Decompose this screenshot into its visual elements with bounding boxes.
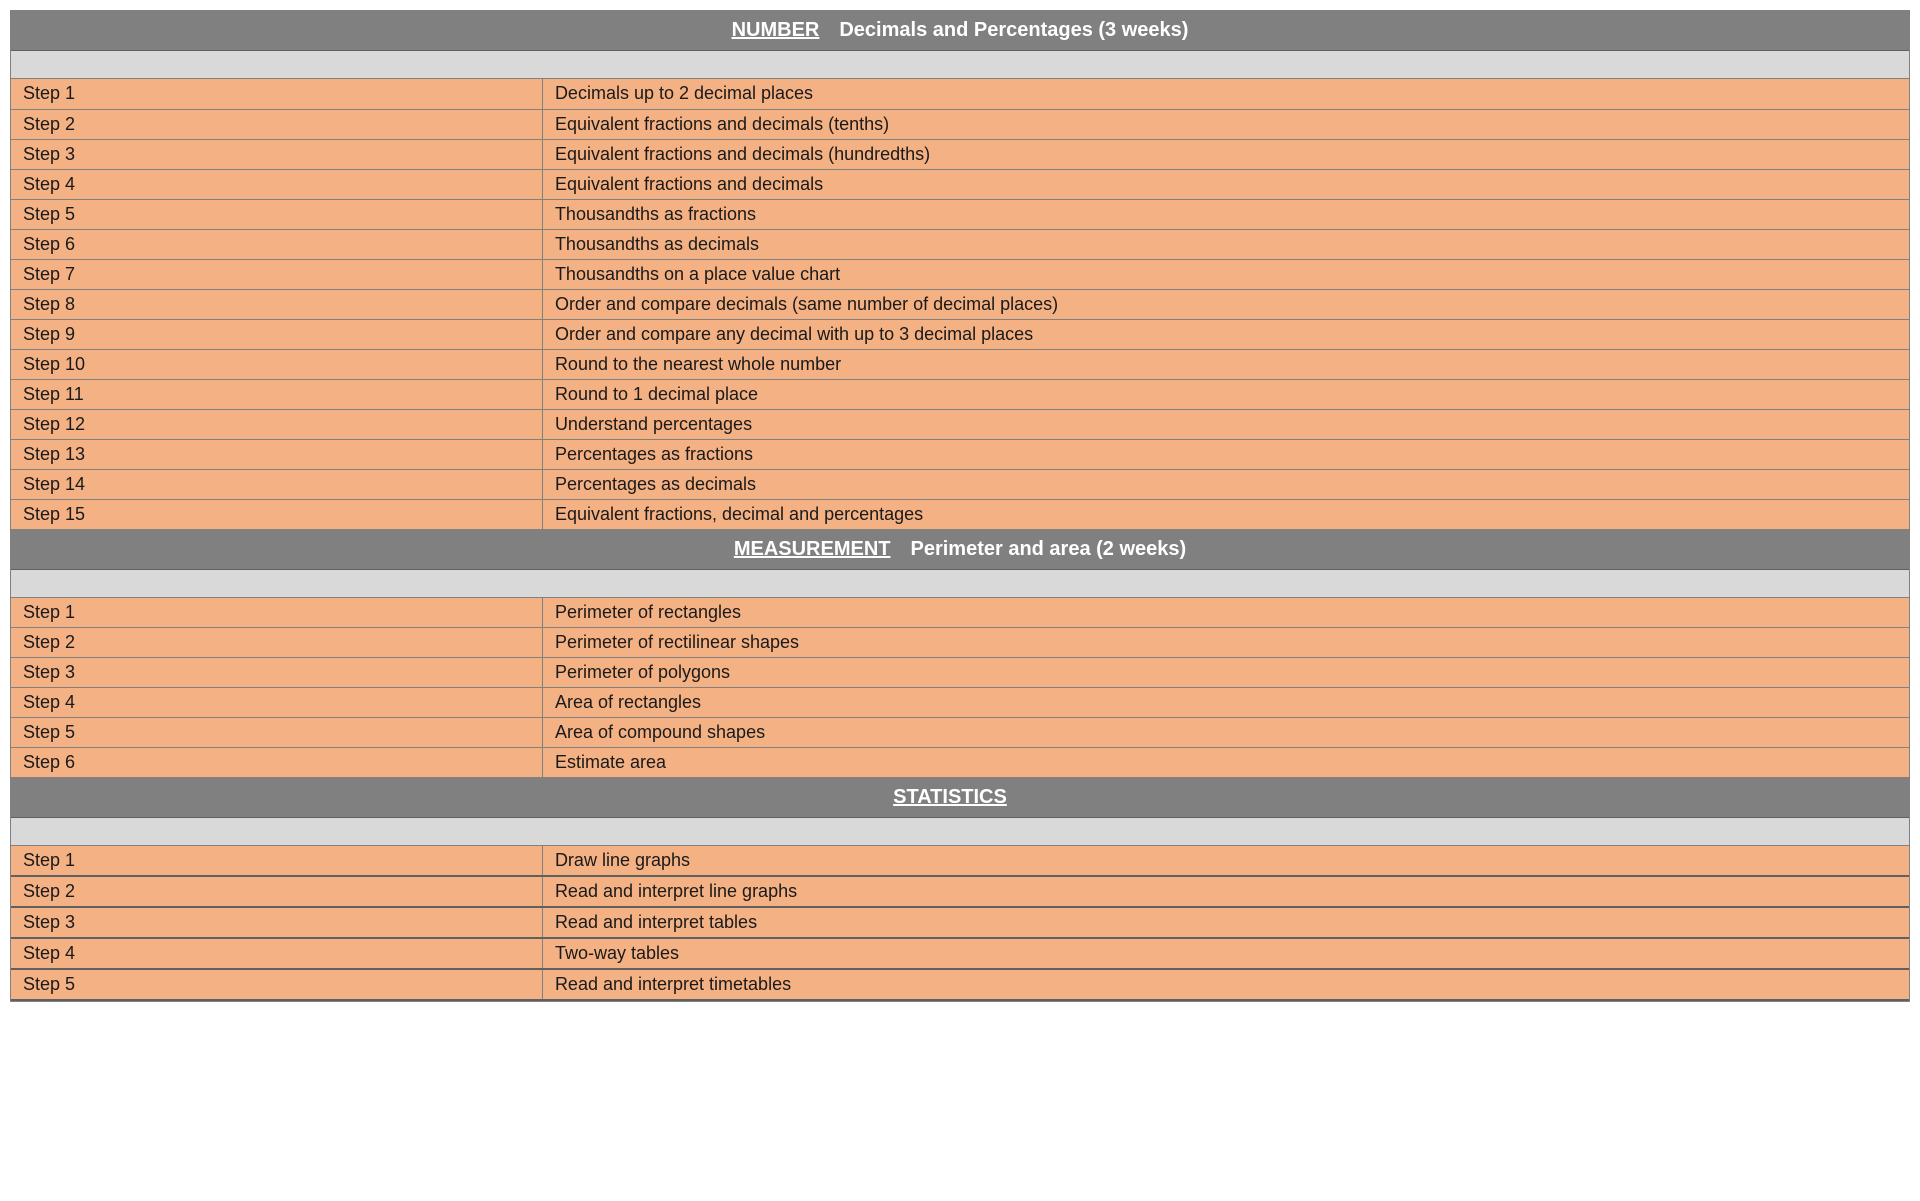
section-title: Perimeter and area (2 weeks) — [910, 538, 1186, 560]
spacer-row — [11, 818, 1909, 846]
table-row: Step 10Round to the nearest whole number — [11, 349, 1909, 379]
table-row: Step 1Draw line graphs — [11, 846, 1909, 876]
description-cell: Percentages as decimals — [542, 469, 1909, 499]
description-cell: Equivalent fractions, decimal and percen… — [542, 499, 1909, 529]
step-cell: Step 4 — [11, 169, 542, 199]
step-cell: Step 5 — [11, 199, 542, 229]
step-cell: Step 4 — [11, 938, 542, 969]
table-row: Step 5Thousandths as fractions — [11, 199, 1909, 229]
steps-table: Step 1Draw line graphsStep 2Read and int… — [11, 846, 1909, 1001]
table-row: Step 4Two-way tables — [11, 938, 1909, 969]
description-cell: Area of rectangles — [542, 688, 1909, 718]
step-cell: Step 15 — [11, 499, 542, 529]
table-row: Step 8Order and compare decimals (same n… — [11, 289, 1909, 319]
table-row: Step 13Percentages as fractions — [11, 439, 1909, 469]
table-row: Step 3Equivalent fractions and decimals … — [11, 139, 1909, 169]
table-row: Step 11Round to 1 decimal place — [11, 379, 1909, 409]
table-row: Step 2Equivalent fractions and decimals … — [11, 109, 1909, 139]
table-row: Step 9Order and compare any decimal with… — [11, 319, 1909, 349]
steps-table: Step 1Perimeter of rectanglesStep 2Perim… — [11, 598, 1909, 779]
description-cell: Order and compare any decimal with up to… — [542, 319, 1909, 349]
table-row: Step 2Read and interpret line graphs — [11, 876, 1909, 907]
description-cell: Order and compare decimals (same number … — [542, 289, 1909, 319]
table-row: Step 14Percentages as decimals — [11, 469, 1909, 499]
description-cell: Draw line graphs — [542, 846, 1909, 876]
description-cell: Read and interpret tables — [542, 907, 1909, 938]
table-row: Step 5Area of compound shapes — [11, 718, 1909, 748]
description-cell: Perimeter of polygons — [542, 658, 1909, 688]
step-cell: Step 1 — [11, 846, 542, 876]
section-header: MEASUREMENT Perimeter and area (2 weeks) — [11, 530, 1909, 570]
description-cell: Decimals up to 2 decimal places — [542, 79, 1909, 109]
step-cell: Step 2 — [11, 109, 542, 139]
section-title: Decimals and Percentages (3 weeks) — [839, 19, 1188, 41]
table-row: Step 3Read and interpret tables — [11, 907, 1909, 938]
description-cell: Two-way tables — [542, 938, 1909, 969]
step-cell: Step 1 — [11, 598, 542, 628]
step-cell: Step 14 — [11, 469, 542, 499]
table-row: Step 1Perimeter of rectangles — [11, 598, 1909, 628]
step-cell: Step 3 — [11, 139, 542, 169]
step-cell: Step 6 — [11, 748, 542, 778]
description-cell: Understand percentages — [542, 409, 1909, 439]
description-cell: Perimeter of rectilinear shapes — [542, 628, 1909, 658]
step-cell: Step 10 — [11, 349, 542, 379]
description-cell: Area of compound shapes — [542, 718, 1909, 748]
section-header: NUMBER Decimals and Percentages (3 weeks) — [11, 11, 1909, 51]
table-row: Step 1Decimals up to 2 decimal places — [11, 79, 1909, 109]
step-cell: Step 13 — [11, 439, 542, 469]
step-cell: Step 12 — [11, 409, 542, 439]
description-cell: Percentages as fractions — [542, 439, 1909, 469]
step-cell: Step 1 — [11, 79, 542, 109]
table-row: Step 2Perimeter of rectilinear shapes — [11, 628, 1909, 658]
description-cell: Thousandths as fractions — [542, 199, 1909, 229]
step-cell: Step 8 — [11, 289, 542, 319]
table-row: Step 12Understand percentages — [11, 409, 1909, 439]
section-header: STATISTICS — [11, 778, 1909, 818]
section-category: STATISTICS — [893, 786, 1007, 808]
description-cell: Read and interpret line graphs — [542, 876, 1909, 907]
step-cell: Step 3 — [11, 658, 542, 688]
step-cell: Step 9 — [11, 319, 542, 349]
curriculum-table-container: NUMBER Decimals and Percentages (3 weeks)… — [10, 10, 1910, 1002]
step-cell: Step 11 — [11, 379, 542, 409]
table-row: Step 6Estimate area — [11, 748, 1909, 778]
step-cell: Step 5 — [11, 718, 542, 748]
step-cell: Step 7 — [11, 259, 542, 289]
description-cell: Thousandths on a place value chart — [542, 259, 1909, 289]
section-category: MEASUREMENT — [734, 538, 891, 560]
table-row: Step 4Equivalent fractions and decimals — [11, 169, 1909, 199]
steps-table: Step 1Decimals up to 2 decimal placesSte… — [11, 79, 1909, 530]
description-cell: Thousandths as decimals — [542, 229, 1909, 259]
step-cell: Step 5 — [11, 969, 542, 1000]
description-cell: Estimate area — [542, 748, 1909, 778]
spacer-row — [11, 51, 1909, 79]
description-cell: Equivalent fractions and decimals — [542, 169, 1909, 199]
description-cell: Read and interpret timetables — [542, 969, 1909, 1000]
description-cell: Equivalent fractions and decimals (tenth… — [542, 109, 1909, 139]
table-row: Step 5Read and interpret timetables — [11, 969, 1909, 1000]
step-cell: Step 4 — [11, 688, 542, 718]
description-cell: Equivalent fractions and decimals (hundr… — [542, 139, 1909, 169]
description-cell: Perimeter of rectangles — [542, 598, 1909, 628]
spacer-row — [11, 570, 1909, 598]
step-cell: Step 2 — [11, 628, 542, 658]
table-row: Step 6Thousandths as decimals — [11, 229, 1909, 259]
description-cell: Round to 1 decimal place — [542, 379, 1909, 409]
table-row: Step 4Area of rectangles — [11, 688, 1909, 718]
description-cell: Round to the nearest whole number — [542, 349, 1909, 379]
table-row: Step 15Equivalent fractions, decimal and… — [11, 499, 1909, 529]
table-row: Step 3Perimeter of polygons — [11, 658, 1909, 688]
step-cell: Step 6 — [11, 229, 542, 259]
step-cell: Step 2 — [11, 876, 542, 907]
section-category: NUMBER — [732, 19, 820, 41]
table-row: Step 7Thousandths on a place value chart — [11, 259, 1909, 289]
step-cell: Step 3 — [11, 907, 542, 938]
